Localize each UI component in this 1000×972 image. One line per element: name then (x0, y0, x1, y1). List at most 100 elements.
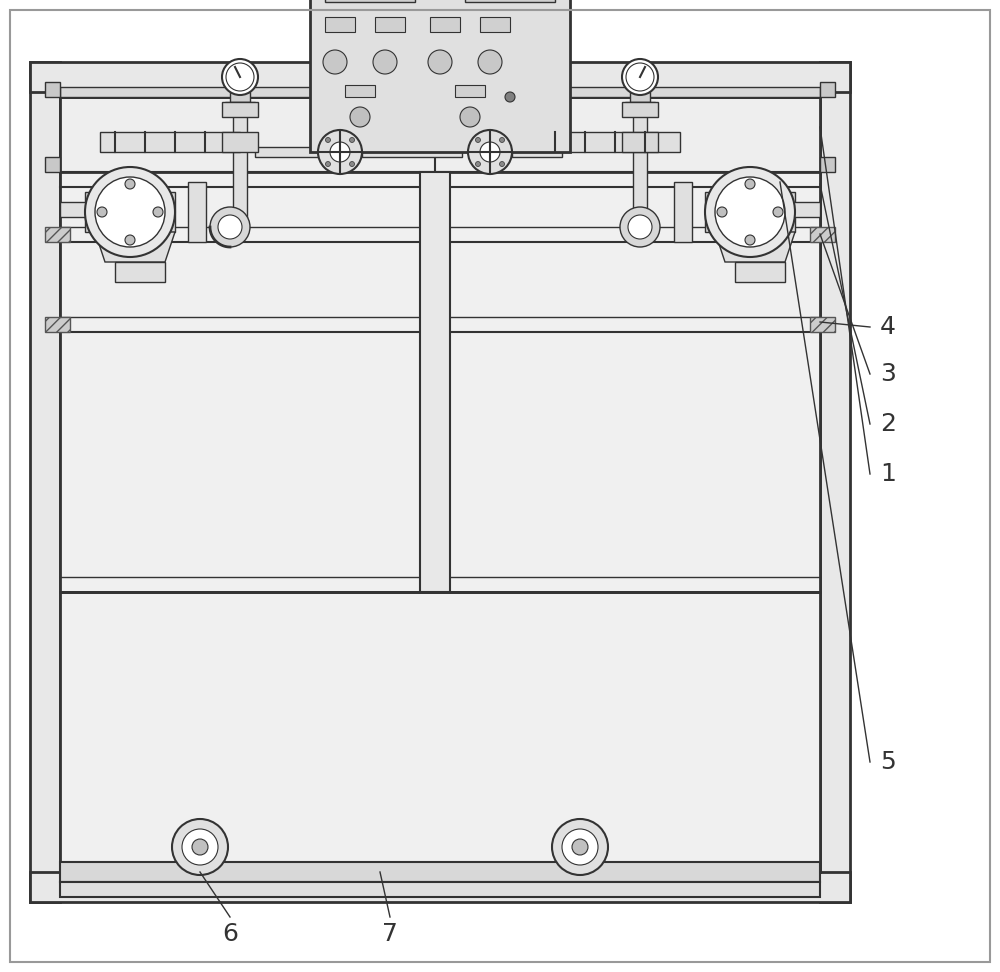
Bar (60, 862, 820, 882)
Bar (222, 102, 258, 117)
Circle shape (620, 207, 660, 247)
Bar (430, 17, 460, 32)
Bar (674, 182, 692, 242)
Bar (480, 17, 510, 32)
Bar (115, 262, 165, 282)
Bar (60, 87, 820, 97)
Circle shape (480, 142, 500, 162)
Bar (60, 97, 820, 172)
Circle shape (172, 819, 228, 875)
Bar (225, 102, 255, 112)
Bar (820, 62, 850, 902)
Circle shape (552, 819, 608, 875)
Polygon shape (95, 232, 175, 262)
Bar (622, 102, 658, 117)
Bar (633, 102, 647, 232)
Bar (60, 882, 820, 897)
Bar (45, 157, 60, 172)
Circle shape (500, 137, 505, 143)
Bar (735, 262, 785, 282)
Bar (188, 182, 206, 242)
Circle shape (350, 107, 370, 127)
Bar (30, 872, 850, 902)
Circle shape (330, 142, 350, 162)
Circle shape (95, 177, 165, 247)
Bar (60, 102, 820, 592)
Circle shape (745, 235, 755, 245)
Circle shape (125, 235, 135, 245)
Circle shape (475, 137, 480, 143)
Bar (630, 92, 650, 102)
Bar (222, 132, 258, 152)
Circle shape (745, 179, 755, 189)
Bar (820, 157, 835, 172)
Text: 1: 1 (880, 462, 896, 486)
Polygon shape (715, 232, 795, 262)
Bar (85, 192, 175, 232)
Bar (230, 92, 250, 102)
Circle shape (626, 63, 654, 91)
Text: 7: 7 (382, 922, 398, 946)
Bar (310, 0, 570, 152)
Circle shape (622, 59, 658, 95)
Text: 5: 5 (880, 750, 896, 774)
Circle shape (468, 130, 512, 174)
Bar (512, 147, 562, 157)
Bar (30, 62, 850, 92)
Bar (325, 0, 415, 2)
Circle shape (478, 50, 502, 74)
Circle shape (325, 161, 330, 166)
Circle shape (85, 167, 175, 257)
Bar (255, 147, 318, 157)
Bar (625, 102, 655, 112)
Bar (60, 592, 820, 872)
Bar (375, 17, 405, 32)
Circle shape (318, 130, 362, 174)
Bar (622, 132, 658, 152)
Bar (45, 317, 70, 332)
Circle shape (717, 207, 727, 217)
Circle shape (705, 167, 795, 257)
Circle shape (350, 137, 355, 143)
Circle shape (97, 207, 107, 217)
Circle shape (350, 161, 355, 166)
Bar (30, 62, 60, 902)
Circle shape (182, 829, 218, 865)
Bar (420, 172, 450, 592)
Bar (810, 227, 835, 242)
Bar (362, 147, 462, 157)
Circle shape (373, 50, 397, 74)
Bar (540, 132, 680, 152)
Circle shape (323, 50, 347, 74)
Bar (100, 132, 240, 152)
Circle shape (505, 92, 515, 102)
Bar (465, 0, 555, 2)
Bar (45, 227, 70, 242)
Circle shape (153, 207, 163, 217)
Circle shape (325, 137, 330, 143)
Bar (45, 82, 60, 97)
Circle shape (428, 50, 452, 74)
Bar (810, 317, 835, 332)
Bar (233, 102, 247, 232)
Circle shape (226, 63, 254, 91)
Circle shape (715, 177, 785, 247)
Circle shape (562, 829, 598, 865)
Bar (750, 202, 820, 217)
Circle shape (628, 215, 652, 239)
Circle shape (572, 839, 588, 855)
Bar (60, 202, 130, 217)
Text: 3: 3 (880, 362, 896, 386)
Bar (455, 85, 485, 97)
Circle shape (475, 161, 480, 166)
Circle shape (773, 207, 783, 217)
Bar (705, 192, 795, 232)
Circle shape (210, 207, 250, 247)
Circle shape (192, 839, 208, 855)
Circle shape (460, 107, 480, 127)
Text: 6: 6 (222, 922, 238, 946)
Circle shape (222, 59, 258, 95)
Text: 4: 4 (880, 315, 896, 339)
Circle shape (218, 215, 242, 239)
Bar (325, 17, 355, 32)
